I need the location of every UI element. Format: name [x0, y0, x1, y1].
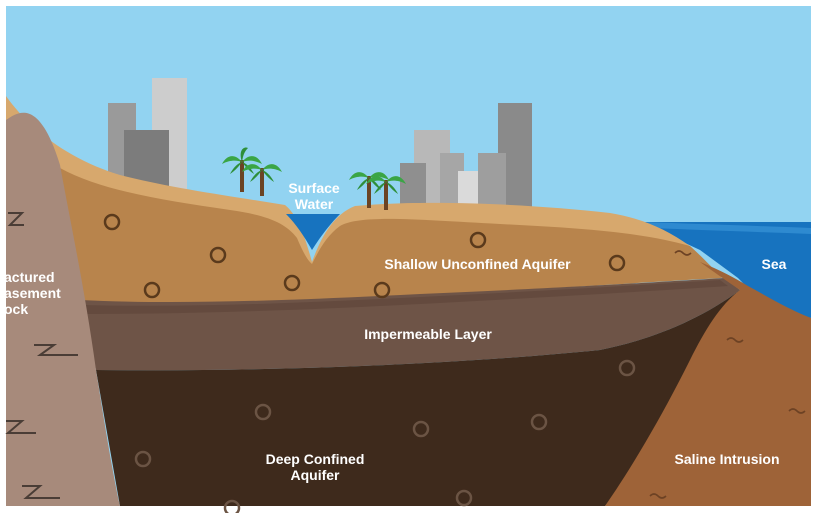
label-deep-confined-aquifer: Deep Confined Aquifer — [255, 451, 375, 483]
pore-circle-icon — [209, 246, 227, 264]
pore-circles — [103, 213, 626, 299]
diagram-panel — [5, 6, 811, 513]
building-icon — [400, 163, 426, 208]
label-impermeable-layer: Impermeable Layer — [364, 326, 492, 342]
label-fractured-basement-rock: actured asement ock — [4, 269, 84, 317]
label-saline-intrusion: Saline Intrusion — [674, 451, 780, 467]
label-fractured-line2: asement — [4, 285, 61, 301]
label-shallow-unconfined-aquifer: Shallow Unconfined Aquifer — [384, 256, 571, 272]
pore-circle-icon — [103, 213, 121, 231]
surface-water — [286, 214, 340, 250]
saline-intrusion-layer — [605, 262, 811, 506]
pore-circle-icon — [455, 489, 473, 507]
pore-circle-icon — [254, 403, 272, 421]
palm-tree-icon — [366, 176, 406, 210]
saline-wave-marks — [649, 250, 806, 499]
pore-circle-icon — [618, 359, 636, 377]
palm-tree-icon — [222, 147, 262, 192]
wave-icon — [788, 408, 806, 414]
pore-circle-icon — [373, 281, 391, 299]
label-surface-water-line2: Water — [294, 196, 334, 212]
palm-trees — [222, 147, 406, 210]
city-buildings-right — [400, 103, 532, 208]
wave-icon — [649, 493, 667, 499]
sea-surface — [640, 222, 811, 234]
pore-circle-icon — [223, 499, 241, 513]
sea — [640, 222, 811, 318]
building-icon — [478, 153, 506, 208]
fracture-zigzag-icon — [7, 212, 25, 226]
pore-circle-icon — [469, 231, 487, 249]
basement-rock-layer — [6, 112, 120, 507]
pore-circle-icon — [134, 450, 152, 468]
fracture-zigzag-icon — [34, 344, 78, 356]
label-deep-confined-aquifer-line1: Deep Confined — [265, 451, 365, 467]
pore-circle-icon — [608, 254, 626, 272]
deep-pore-circles — [134, 359, 636, 513]
pore-circle-icon — [530, 413, 548, 431]
pore-circle-icon — [412, 420, 430, 438]
palm-tree-icon — [242, 164, 282, 196]
impermeable-layer-shade — [84, 280, 728, 314]
shallow-aquifer-layer — [60, 168, 722, 305]
pore-circle-icon — [283, 274, 301, 292]
label-deep-confined-aquifer-line2: Aquifer — [290, 467, 340, 483]
label-surface-water-line1: Surface — [288, 180, 340, 196]
wave-icon — [726, 337, 744, 343]
fracture-zigzag-icon — [22, 485, 60, 499]
impermeable-layer — [80, 278, 740, 371]
fracture-zigzag-icon — [5, 420, 36, 434]
label-fractured-line1: actured — [4, 269, 55, 285]
pore-circle-icon — [143, 281, 161, 299]
wave-icon — [674, 250, 692, 256]
deep-aquifer-layer — [96, 290, 740, 506]
fracture-marks — [5, 212, 78, 499]
label-fractured-line3: ock — [4, 301, 29, 317]
label-sea: Sea — [761, 256, 787, 272]
label-surface-water: Surface Water — [276, 180, 352, 212]
